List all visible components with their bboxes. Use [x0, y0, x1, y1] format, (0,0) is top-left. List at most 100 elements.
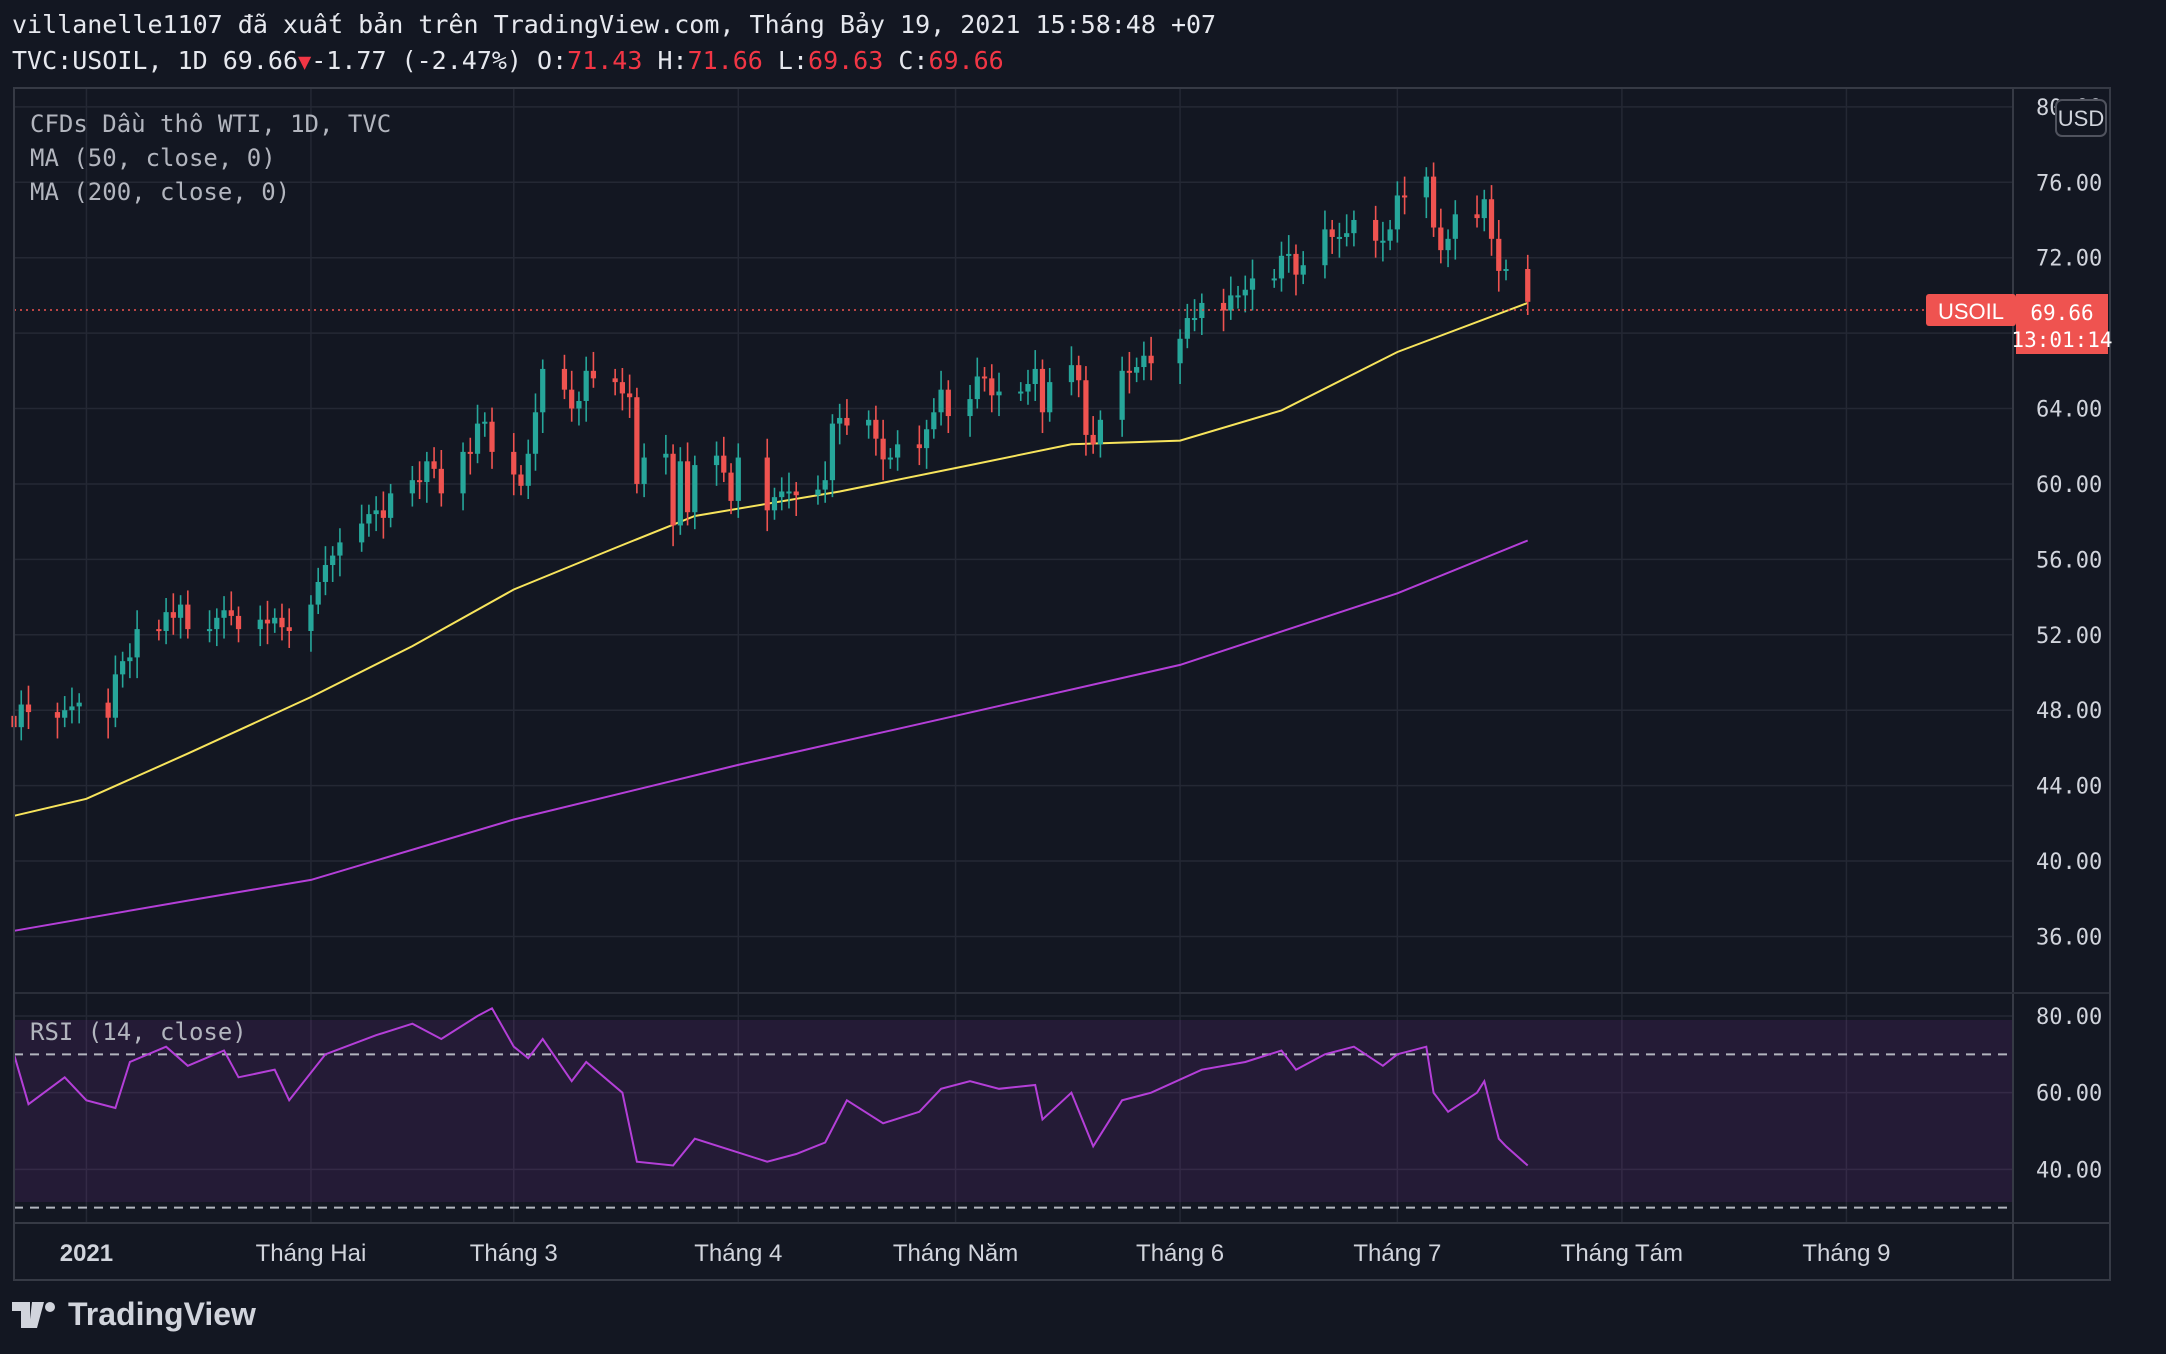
candle-body	[214, 617, 220, 630]
candle-body	[786, 491, 792, 494]
candle-body	[134, 629, 140, 658]
grid	[14, 88, 2013, 1223]
rsi-bands	[14, 1053, 2013, 1209]
candle-body	[1184, 318, 1190, 339]
candle-body	[170, 612, 176, 618]
open-label: O:	[537, 46, 568, 75]
price-axis[interactable]: 36.00 40.00 44.00 48.00 52.00 56.00 60.00 64.00…	[2036, 96, 2102, 951]
candle-body	[619, 382, 625, 394]
candle-body	[916, 444, 922, 449]
candle-body	[1126, 370, 1132, 373]
price-tick-label: 40.00	[2036, 850, 2102, 875]
legend-title: CFDs Dầu thô WTI, 1D, TVC	[30, 110, 391, 138]
candle-body	[713, 455, 720, 466]
candle-body	[793, 491, 799, 496]
candle-body	[1525, 269, 1531, 302]
candle-body	[974, 376, 980, 400]
candle-body	[1503, 269, 1509, 271]
candle-body	[612, 378, 618, 383]
candle-body	[272, 617, 278, 624]
candle-body	[1329, 229, 1335, 237]
candle-body	[887, 457, 893, 460]
candle-body	[257, 619, 263, 630]
candle-body	[424, 461, 430, 483]
candle-body	[25, 704, 32, 713]
candle-body	[409, 480, 415, 494]
candle-body	[829, 423, 836, 481]
candle-body	[771, 497, 778, 511]
candle-body	[1097, 419, 1104, 445]
rsi-line	[13, 1006, 1529, 1167]
candle-body	[779, 491, 785, 498]
high-label: H:	[657, 46, 688, 75]
candle-body	[474, 423, 481, 454]
candle-body	[308, 604, 314, 631]
price-tag-value: 69.66	[2030, 301, 2093, 325]
candle-body	[1134, 367, 1140, 373]
candles-layer	[11, 162, 1531, 741]
tradingview-logo-icon	[12, 1301, 55, 1328]
candle-body	[438, 468, 444, 494]
price-tick-label: 60.00	[2036, 473, 2102, 498]
price-tick-label: 56.00	[2036, 548, 2102, 573]
candle-body	[120, 661, 126, 675]
time-axis[interactable]: 2021 Tháng Hai Tháng 3 Tháng 4 Tháng Năm Thán…	[60, 1240, 1891, 1267]
candle-body	[185, 604, 191, 630]
candle-body	[634, 397, 640, 484]
candle-body	[880, 438, 886, 460]
price-tick-label: 36.00	[2036, 925, 2102, 950]
rsi-tick-label: 80.00	[2036, 1005, 2102, 1030]
candle-body	[518, 474, 524, 486]
candle-body	[1430, 176, 1437, 228]
candle-body	[279, 617, 285, 628]
candle-body	[1271, 278, 1277, 281]
candle-body	[967, 399, 973, 417]
candle-body	[923, 429, 930, 449]
candle-body	[945, 389, 951, 417]
high-value: 71.66	[687, 46, 763, 75]
candle-body	[1083, 380, 1089, 435]
rsi-band-fill	[14, 1020, 2013, 1202]
candle-body	[105, 702, 111, 718]
candle-body	[286, 627, 292, 631]
candle-body	[1387, 229, 1393, 241]
last-price: 69.66	[222, 46, 298, 75]
price-tick-label: 72.00	[2036, 247, 2102, 272]
candle-body	[1018, 391, 1024, 394]
low-value: 69.63	[808, 46, 884, 75]
candle-body	[1025, 384, 1031, 392]
candle-body	[1452, 214, 1458, 239]
candle-body	[1220, 302, 1227, 311]
tradingview-logo[interactable]: TradingView	[12, 1296, 256, 1333]
candle-body	[684, 461, 691, 513]
candle-body	[431, 461, 437, 469]
candle-body	[380, 510, 386, 518]
candle-body	[163, 612, 169, 631]
legend-ma50: MA (50, close, 0)	[30, 144, 276, 172]
candle-body	[1322, 229, 1328, 266]
time-tick-label: 2021	[60, 1240, 113, 1267]
price-tick-label: 44.00	[2036, 775, 2102, 800]
candle-body	[561, 368, 568, 390]
time-tick-label: Tháng 4	[694, 1240, 782, 1267]
candle-body	[583, 370, 589, 401]
candle-body	[1228, 295, 1234, 311]
tradingview-logo-text: TradingView	[68, 1296, 256, 1332]
change-value: -1.77 (-2.47%)	[311, 46, 522, 75]
candle-body	[18, 704, 24, 728]
candle-body	[764, 457, 770, 511]
candle-body	[873, 419, 879, 439]
candle-body	[337, 542, 343, 556]
candle-body	[416, 480, 423, 483]
currency-button[interactable]: USD	[2055, 99, 2107, 137]
candle-body	[1191, 318, 1198, 321]
currency-label: USD	[2058, 106, 2104, 131]
rsi-axis[interactable]: 40.00 60.00 80.00	[2036, 1005, 2102, 1183]
candle-body	[1047, 382, 1053, 413]
candle-body	[931, 412, 937, 430]
candle-body	[1438, 227, 1444, 251]
candle-body	[815, 489, 821, 496]
down-arrow-icon: ▼	[298, 50, 312, 75]
candle-body	[996, 391, 1002, 396]
